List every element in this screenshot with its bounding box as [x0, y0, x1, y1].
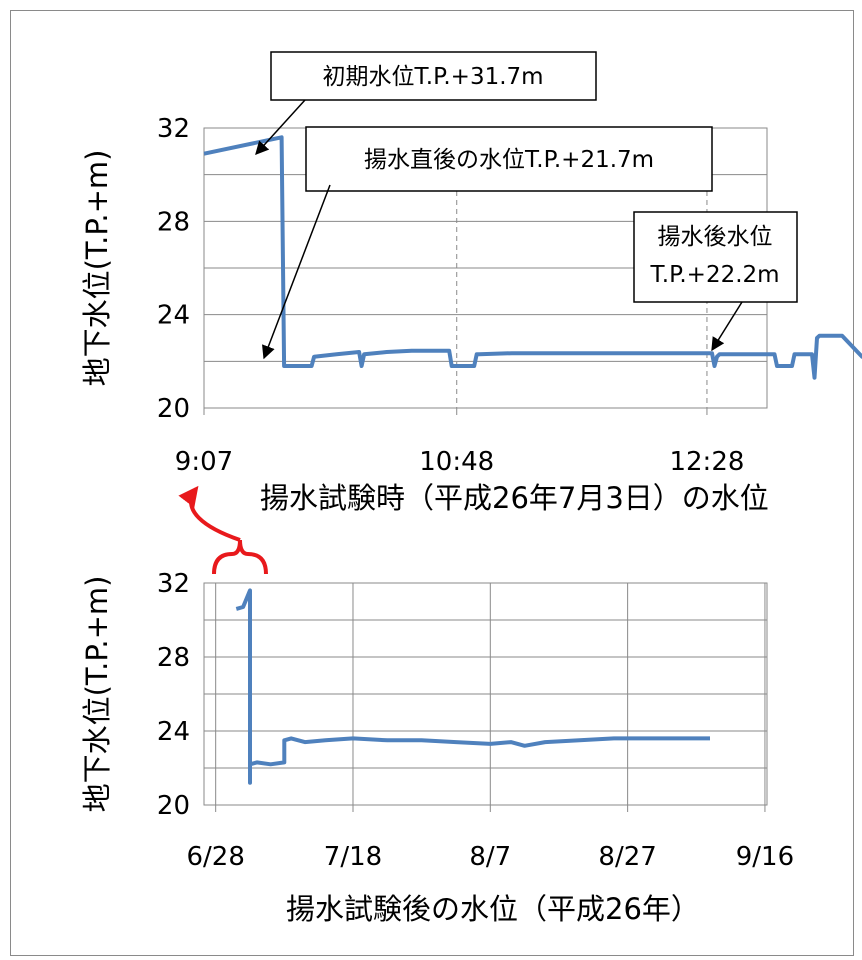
y-tick-label: 32	[157, 114, 190, 144]
bottom-chart: 6/28 7/18 8/7 8/27 9/16 20 24 28 32 地下水位(T.P.+m…	[80, 569, 794, 926]
y-tick-label: 20	[157, 394, 190, 424]
y-tick-label: 24	[157, 301, 190, 331]
x-tick-label: 8/7	[469, 842, 511, 872]
bottom-chart-title: 揚水試験後の水位（平成26年）	[286, 892, 700, 926]
annotation-post-pumping-box	[633, 211, 798, 303]
annotation-post-pumping-arrow	[711, 301, 743, 352]
annotation-after-pumping-box	[305, 126, 713, 192]
annotation-initial-level-arrow	[255, 99, 306, 155]
annotation-initial-level: 初期水位T.P.+31.7m	[255, 51, 597, 155]
chart-frame	[10, 10, 854, 956]
x-tick-label: 12:28	[669, 447, 744, 477]
bottom-ylabel: 地下水位(T.P.+m)	[80, 576, 114, 813]
y-tick-label: 28	[157, 643, 190, 673]
red-brace	[212, 539, 268, 575]
x-tick-label: 9/16	[736, 842, 794, 872]
zoom-connector	[178, 485, 268, 575]
red-curved-arrow	[178, 485, 241, 542]
annotation-after-pumping: 揚水直後の水位T.P.+21.7m	[262, 126, 713, 360]
x-tick-label: 8/27	[598, 842, 656, 872]
annotation-post-pumping-line2: T.P.+22.2m	[649, 262, 779, 288]
x-tick-label: 10:48	[419, 447, 494, 477]
annotation-after-pumping-text: 揚水直後の水位T.P.+21.7m	[364, 147, 654, 173]
series-line-0	[203, 135, 862, 380]
x-tick-label: 7/18	[324, 842, 382, 872]
x-tick-label: 9:07	[175, 447, 233, 477]
x-tick-label: 6/28	[186, 842, 244, 872]
y-tick-label: 28	[157, 207, 190, 237]
annotation-initial-level-text: 初期水位T.P.+31.7m	[322, 64, 543, 90]
annotation-initial-level-box	[270, 51, 597, 101]
y-tick-label: 24	[157, 717, 190, 747]
top-chart-title: 揚水試験時（平成26年7月3日）の水位	[260, 481, 769, 515]
annotation-post-pumping-line1: 揚水後水位	[658, 224, 773, 250]
series-line-0	[235, 588, 710, 785]
annotation-post-pumping: 揚水後水位 T.P.+22.2m	[633, 211, 798, 352]
y-tick-label: 32	[157, 569, 190, 599]
top-ylabel: 地下水位(T.P.+m)	[80, 150, 114, 387]
y-tick-label: 20	[157, 791, 190, 821]
annotation-after-pumping-arrow	[262, 184, 331, 360]
